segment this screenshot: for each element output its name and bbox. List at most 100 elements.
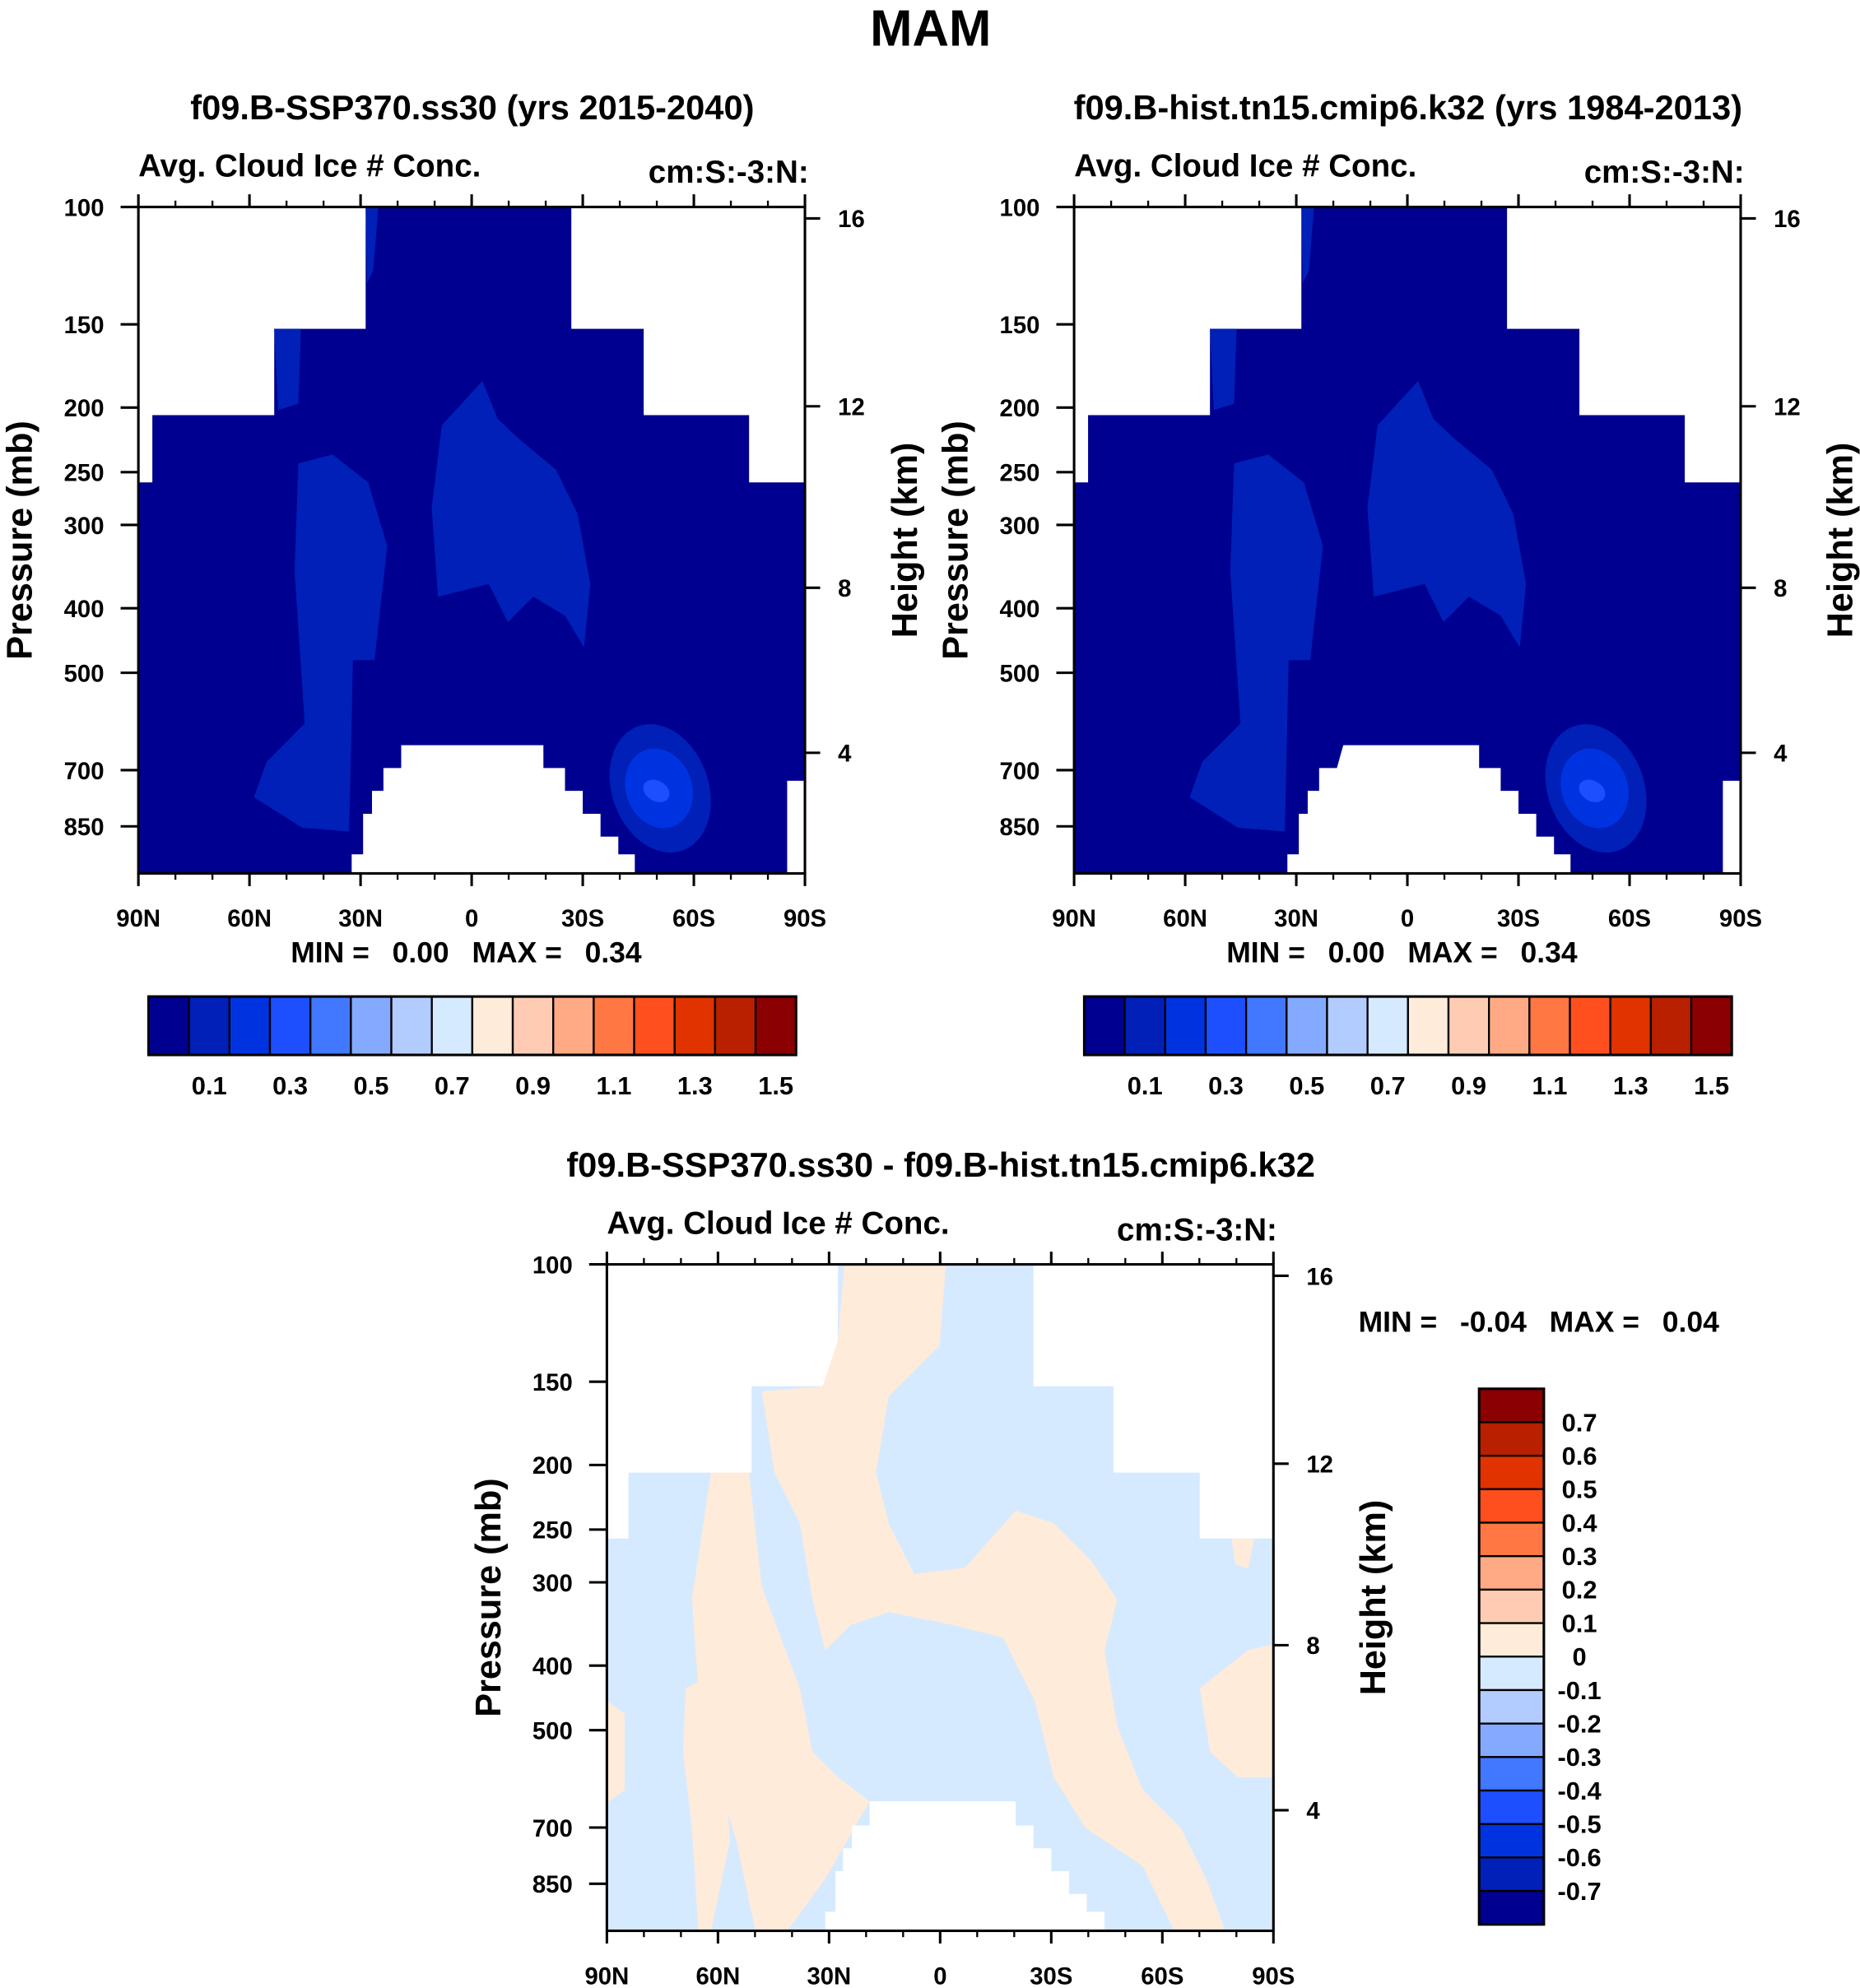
y-tick-label: 200 xyxy=(64,395,105,422)
y-axis-label: Pressure (mb) xyxy=(937,420,976,659)
y-right-tick-label: 8 xyxy=(1774,575,1787,602)
y-right-tick-label: 16 xyxy=(1306,1263,1333,1290)
x-tick-label: 90N xyxy=(585,1962,630,1988)
x-tick-label: 60N xyxy=(1163,905,1207,932)
colorbar-label: -0.1 xyxy=(1557,1676,1601,1705)
colorbar-swatch xyxy=(471,995,514,1057)
colorbar-swatch xyxy=(1478,1688,1546,1725)
colorbar-label: 0.5 xyxy=(353,1071,388,1100)
colorbar-swatch xyxy=(1478,1454,1546,1490)
colorbar-swatch xyxy=(268,995,312,1057)
x-tick-label: 60S xyxy=(1141,1962,1183,1988)
y-tick-label: 100 xyxy=(1000,194,1040,221)
stat-min-label: MIN = xyxy=(291,936,370,968)
min-max-stats: MIN = 0.00 MAX = 0.34 xyxy=(1226,936,1578,968)
missing-data-region xyxy=(1723,780,1741,874)
colorbar-swatch xyxy=(1478,1622,1546,1658)
colorbar-label: 1.1 xyxy=(1532,1071,1567,1100)
colorbar-swatch xyxy=(1649,995,1693,1057)
panel-difference: f09.B-SSP370.ss30 - f09.B-hist.tn15.cmip… xyxy=(469,1145,1719,1988)
stat-min: -0.04 xyxy=(1460,1305,1527,1338)
colorbar-swatch xyxy=(1478,1722,1546,1758)
y-right-tick-label: 8 xyxy=(1306,1633,1319,1660)
colorbar-label: 0.9 xyxy=(1451,1071,1486,1100)
colorbar-label: 1.3 xyxy=(677,1071,713,1100)
contour-level-positive xyxy=(1199,1643,1274,1777)
contour-level-positive xyxy=(682,1675,731,1931)
colorbar-swatch xyxy=(1478,1856,1546,1893)
colorbar-swatch xyxy=(1286,995,1328,1057)
colorbar-swatch xyxy=(1478,1387,1546,1424)
missing-data-region xyxy=(787,780,806,874)
colorbar-swatch xyxy=(633,995,676,1057)
colorbar-swatch xyxy=(1478,1555,1546,1591)
colorbar-frame xyxy=(1082,995,1733,1057)
variable-label: Avg. Cloud Ice # Conc. xyxy=(138,149,481,184)
y-tick-label: 300 xyxy=(1000,513,1040,540)
colorbar-swatch xyxy=(1326,995,1369,1057)
colorbar-swatch xyxy=(1123,995,1166,1057)
stat-min: 0.00 xyxy=(393,936,449,968)
stat-min: 0.00 xyxy=(1328,936,1385,968)
colorbar-swatch xyxy=(309,995,352,1057)
plot-area: 90N 60N 30N 0 30S 60S 90S 100 150 200 250 300 400 500… xyxy=(937,194,1860,932)
x-tick-label: 0 xyxy=(1401,905,1414,932)
contour-level-positive xyxy=(691,1472,870,1931)
colorbar-swatch xyxy=(1478,1421,1546,1457)
colorbar-label: 0.2 xyxy=(1562,1576,1597,1605)
contour-level-1 xyxy=(365,207,379,284)
colorbar-label: 0.1 xyxy=(1128,1071,1163,1100)
colorbar-label: 0.3 xyxy=(1208,1071,1244,1100)
stat-min-label: MIN = xyxy=(1226,936,1305,968)
panel-ssp370: f09.B-SSP370.ss30 (yrs 2015-2040) Avg. Cl… xyxy=(1,88,925,1100)
stat-max: 0.34 xyxy=(1521,936,1578,968)
page-title: MAM xyxy=(870,1,991,58)
colorbar-swatch xyxy=(1478,1521,1546,1558)
y-tick-label: 400 xyxy=(1000,596,1040,623)
y-right-tick-label: 4 xyxy=(838,741,852,768)
y-right-tick-label: 12 xyxy=(838,394,865,421)
x-tick-label: 60N xyxy=(696,1962,741,1988)
colorbar-swatch xyxy=(1478,1756,1546,1792)
units-label: cm:S:-3:N: xyxy=(1117,1212,1277,1247)
colorbar-swatch xyxy=(1478,1889,1546,1925)
y-tick-label: 150 xyxy=(1000,312,1040,339)
contour-level-1 xyxy=(431,380,591,648)
stat-max-label: MAX = xyxy=(1407,936,1497,968)
colorbar-label: -0.7 xyxy=(1557,1877,1601,1906)
colorbar-swatch xyxy=(1609,995,1653,1057)
min-max-stats: MIN = 0.00 MAX = 0.34 xyxy=(291,936,642,968)
colorbar-swatch xyxy=(593,995,635,1057)
colorbar-label: 0.5 xyxy=(1289,1071,1324,1100)
x-tick-label: 30N xyxy=(807,1962,851,1988)
y-tick-label: 500 xyxy=(1000,660,1040,687)
colorbar-swatch xyxy=(1488,995,1531,1057)
y-tick-label: 100 xyxy=(532,1252,573,1279)
colorbar-swatch xyxy=(754,995,797,1057)
colorbar-swatch xyxy=(1366,995,1409,1057)
y-right-axis-label: Height (km) xyxy=(886,443,925,639)
x-tick-label: 30S xyxy=(561,905,604,932)
colorbar-swatch xyxy=(390,995,433,1057)
colorbar-label: 1.3 xyxy=(1613,1071,1648,1100)
y-right-tick-label: 12 xyxy=(1306,1452,1333,1479)
x-tick-label: 60S xyxy=(1608,905,1651,932)
stat-max-label: MAX = xyxy=(472,936,561,968)
colorbar-label: 0.9 xyxy=(515,1071,551,1100)
panel-title: f09.B-SSP370.ss30 - f09.B-hist.tn15.cmip… xyxy=(566,1145,1315,1184)
colorbar-swatch xyxy=(1478,1656,1546,1692)
y-tick-label: 500 xyxy=(64,660,105,687)
y-tick-label: 300 xyxy=(64,513,105,540)
contour-level-3 xyxy=(1579,779,1606,802)
x-tick-label: 30N xyxy=(1274,905,1318,932)
x-tick-label: 90N xyxy=(116,905,160,932)
x-tick-label: 90S xyxy=(1719,905,1762,932)
contour-level-1 xyxy=(274,328,301,411)
y-tick-label: 850 xyxy=(1000,814,1040,841)
colorbar-swatch xyxy=(714,995,757,1057)
panel-title: f09.B-hist.tn15.cmip6.k32 (yrs 1984-2013… xyxy=(1074,88,1742,127)
stat-min-label: MIN = xyxy=(1359,1305,1438,1338)
variable-label: Avg. Cloud Ice # Conc. xyxy=(1074,149,1416,184)
x-tick-label: 30N xyxy=(338,905,383,932)
